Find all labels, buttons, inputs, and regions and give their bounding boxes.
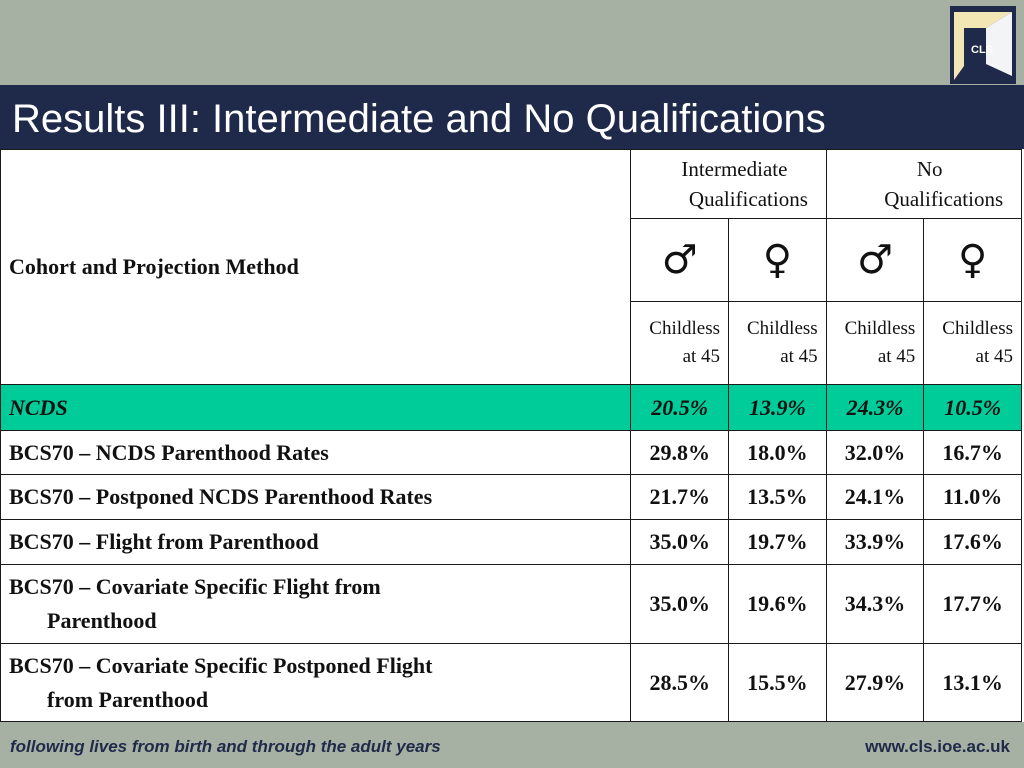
cell-value: 19.6% (728, 564, 827, 644)
cell-value: 28.5% (630, 643, 730, 722)
row-header-cell: Cohort and Projection Method (0, 149, 632, 385)
group-none-line1: No (916, 157, 943, 181)
footer-url-link[interactable]: www.cls.ioe.ac.uk (865, 737, 1010, 756)
footer-bar (0, 726, 1024, 768)
sub-header-line1: Childless (746, 318, 818, 339)
group-header-none: No Qualifications (825, 149, 1023, 219)
cell-value: 34.3% (825, 564, 925, 644)
cell-value: 13.9% (728, 384, 827, 431)
slide-title: Results III: Intermediate and No Qualifi… (12, 97, 826, 141)
cell-value: 13.1% (923, 643, 1022, 722)
table-row: BCS70 – Covariate Specific Postponed Fli… (0, 643, 1022, 722)
cell-value: 27.9% (825, 643, 925, 722)
row-label: BCS70 – Covariate Specific Postponed Fli… (9, 652, 433, 678)
cell-value: 13.5% (728, 474, 827, 520)
table-row-ncds: NCDS 20.5% 13.9% 24.3% 10.5% (0, 384, 1022, 431)
results-table: Cohort and Projection Method Intermediat… (0, 149, 1023, 722)
cell-value: 21.7% (630, 474, 730, 520)
cell-value: 24.3% (825, 384, 925, 431)
row-label: BCS70 – Postponed NCDS Parenthood Rates (0, 474, 632, 520)
group-header-intermediate: Intermediate Qualifications (630, 149, 827, 219)
row-label-continued: from Parenthood (47, 686, 209, 712)
cell-value: 24.1% (825, 474, 925, 520)
cell-value: 19.7% (728, 519, 827, 565)
group-none-line2: Qualifications (884, 187, 1004, 211)
row-label: BCS70 – NCDS Parenthood Rates (0, 430, 632, 475)
table-row: BCS70 – Flight from Parenthood 35.0% 19.… (0, 519, 1022, 565)
row-label-cell: BCS70 – Covariate Specific Flight from P… (0, 564, 632, 644)
group-intermediate-line1: Intermediate (681, 157, 788, 181)
cell-value: 20.5% (630, 384, 730, 431)
sub-header-line2: at 45 (780, 346, 818, 367)
sex-symbol-row: ♂ ♀ ♂ ♀ (1, 218, 1022, 302)
cell-value: 29.8% (630, 430, 730, 475)
table-row: BCS70 – Covariate Specific Flight from P… (0, 564, 1022, 644)
cls-logo: CLS (950, 6, 1016, 84)
cell-value: 16.7% (923, 430, 1022, 475)
cell-value: 17.7% (923, 564, 1022, 644)
sub-header-cell: Childless at 45 (728, 301, 827, 385)
table-row: BCS70 – Postponed NCDS Parenthood Rates … (0, 474, 1022, 520)
table-row: BCS70 – NCDS Parenthood Rates 29.8% 18.0… (0, 430, 1022, 475)
logo-text: CLS (971, 44, 993, 56)
logo-graphic (950, 6, 1016, 84)
male-symbol-icon: ♂ (630, 218, 730, 302)
top-band (0, 0, 1024, 85)
cell-value: 32.0% (825, 430, 925, 475)
sub-header-line2: at 45 (682, 346, 721, 367)
row-label-cell: BCS70 – Covariate Specific Postponed Fli… (0, 643, 632, 722)
sub-header-cell: Childless at 45 (825, 301, 925, 385)
sub-header-row: Childless at 45 Childless at 45 Childless a… (1, 301, 1022, 385)
cell-value: 11.0% (923, 474, 1022, 520)
sub-header-line1: Childless (942, 318, 1013, 339)
cell-value: 35.0% (630, 564, 730, 644)
cell-value: 15.5% (728, 643, 827, 722)
group-intermediate-line2: Qualifications (688, 187, 808, 211)
sub-header-line1: Childless (649, 318, 721, 339)
sub-header-line2: at 45 (877, 346, 916, 367)
row-label: NCDS (0, 384, 632, 431)
group-header-row: Cohort and Projection Method Intermediat… (0, 149, 1023, 385)
cell-value: 33.9% (825, 519, 925, 565)
row-label-continued: Parenthood (47, 608, 157, 633)
cell-value: 17.6% (923, 519, 1022, 565)
male-symbol-icon: ♂ (825, 218, 925, 302)
footer-tagline: following lives from birth and through t… (10, 737, 441, 756)
cell-value: 35.0% (630, 519, 730, 565)
female-symbol-icon: ♀ (923, 218, 1022, 302)
row-label: BCS70 – Flight from Parenthood (0, 519, 632, 565)
row-header-label: Cohort and Projection Method (9, 254, 299, 279)
sub-header-cell: Childless at 45 (630, 301, 730, 385)
female-symbol-icon: ♀ (728, 218, 827, 302)
row-label: BCS70 – Covariate Specific Flight from (9, 574, 381, 599)
sub-header-line2: at 45 (975, 346, 1013, 367)
cell-value: 18.0% (728, 430, 827, 475)
sub-header-line1: Childless (844, 318, 916, 339)
sub-header-cell: Childless at 45 (923, 301, 1022, 385)
cell-value: 10.5% (923, 384, 1022, 431)
title-bar (0, 85, 1024, 149)
